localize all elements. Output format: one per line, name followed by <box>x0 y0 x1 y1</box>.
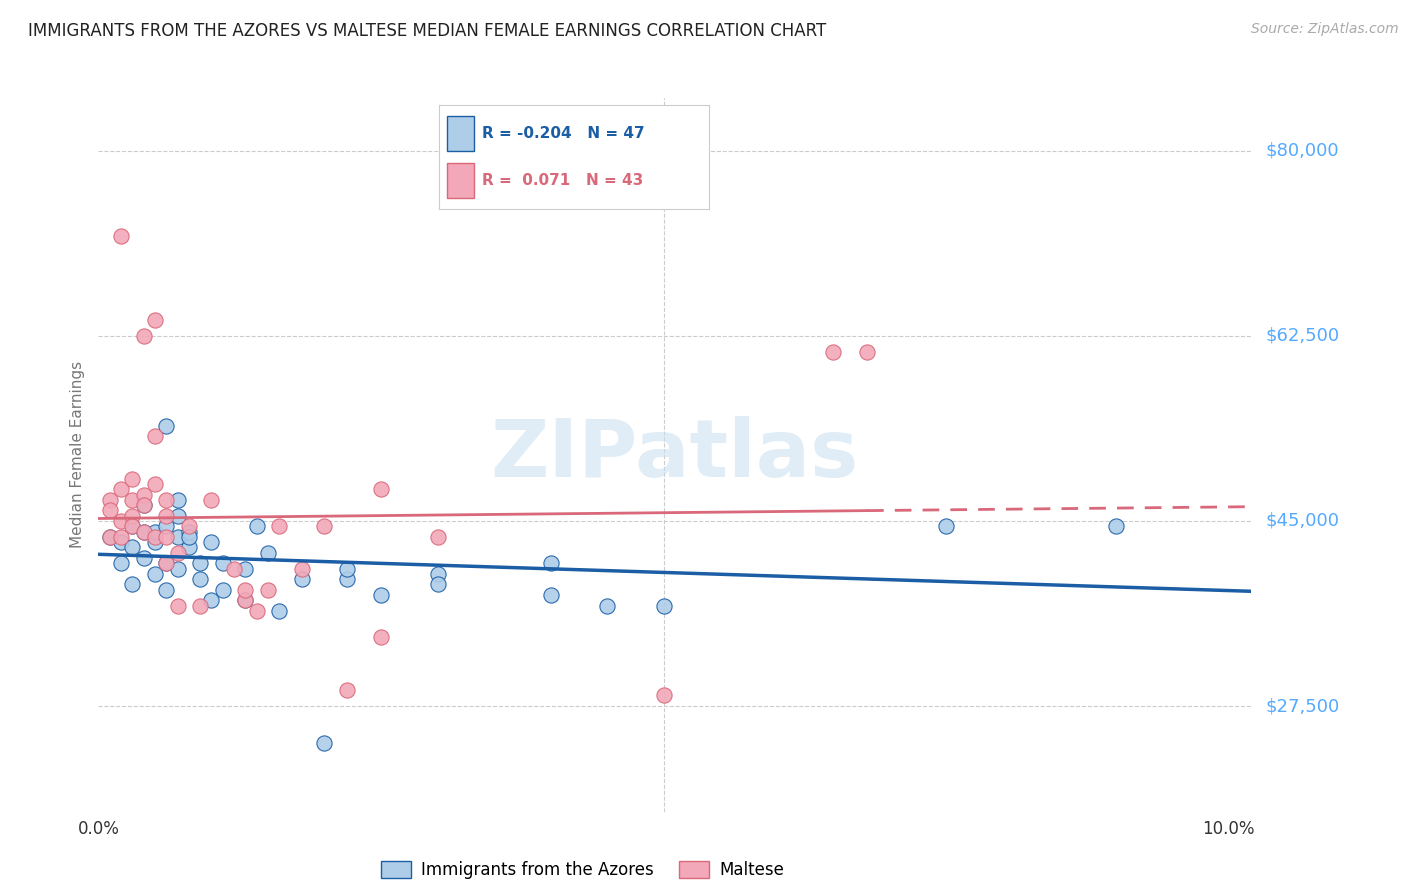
Point <box>291 561 314 575</box>
Text: Source: ZipAtlas.com: Source: ZipAtlas.com <box>1251 22 1399 37</box>
Point <box>336 683 359 698</box>
Point <box>188 599 211 613</box>
Text: ZIPatlas: ZIPatlas <box>491 416 859 494</box>
Point <box>121 577 143 591</box>
Point <box>188 556 211 570</box>
Point <box>426 566 449 581</box>
Point <box>177 524 200 539</box>
Point <box>98 530 121 544</box>
Point <box>155 556 177 570</box>
Point <box>121 519 143 533</box>
Point <box>856 344 879 359</box>
Point <box>121 472 143 486</box>
Point <box>336 572 359 586</box>
Point <box>132 524 155 539</box>
Y-axis label: Median Female Earnings: Median Female Earnings <box>69 361 84 549</box>
Point <box>177 541 200 555</box>
Point <box>235 561 257 575</box>
Point <box>177 530 200 544</box>
Point <box>1105 519 1128 533</box>
Point <box>426 530 449 544</box>
Point <box>370 483 392 497</box>
Point <box>336 561 359 575</box>
Point <box>155 530 177 544</box>
Point <box>246 519 269 533</box>
Point <box>370 588 392 602</box>
Point <box>540 588 562 602</box>
Point <box>132 329 155 343</box>
Point <box>110 228 132 243</box>
Point <box>155 508 177 523</box>
Point <box>98 503 121 517</box>
Point <box>823 344 845 359</box>
Point <box>132 487 155 501</box>
Point <box>222 561 245 575</box>
Point <box>155 582 177 597</box>
Point <box>155 519 177 533</box>
Text: $45,000: $45,000 <box>1265 512 1340 530</box>
Point <box>98 492 121 507</box>
Point <box>269 604 291 618</box>
Point <box>200 492 222 507</box>
Point <box>143 477 166 491</box>
Point <box>257 546 280 560</box>
Point <box>426 577 449 591</box>
Point <box>188 572 211 586</box>
Point <box>132 524 155 539</box>
Point <box>166 561 188 575</box>
Point <box>596 599 619 613</box>
Text: $62,500: $62,500 <box>1265 327 1340 345</box>
Point <box>155 556 177 570</box>
Text: $27,500: $27,500 <box>1265 697 1340 715</box>
Point <box>235 593 257 607</box>
Point <box>143 313 166 327</box>
Point <box>200 535 222 549</box>
Point <box>166 508 188 523</box>
Point <box>132 498 155 512</box>
Point <box>121 541 143 555</box>
Point <box>235 593 257 607</box>
Point <box>935 519 957 533</box>
Point <box>166 546 188 560</box>
Point <box>155 418 177 433</box>
Text: $80,000: $80,000 <box>1265 142 1339 160</box>
Point <box>177 519 200 533</box>
Point <box>291 572 314 586</box>
Point <box>246 604 269 618</box>
Point <box>211 582 233 597</box>
Point <box>235 582 257 597</box>
Point <box>143 429 166 443</box>
Point <box>143 535 166 549</box>
Point <box>155 492 177 507</box>
Point <box>143 566 166 581</box>
Point <box>143 530 166 544</box>
Point <box>121 492 143 507</box>
Point <box>166 492 188 507</box>
Point <box>540 556 562 570</box>
Point <box>110 530 132 544</box>
Point <box>257 582 280 597</box>
Point <box>314 519 336 533</box>
Point <box>143 524 166 539</box>
Legend: Immigrants from the Azores, Maltese: Immigrants from the Azores, Maltese <box>374 854 790 886</box>
Point <box>110 483 132 497</box>
Point <box>211 556 233 570</box>
Point <box>166 599 188 613</box>
Point <box>98 530 121 544</box>
Point <box>652 599 675 613</box>
Point <box>110 535 132 549</box>
Point <box>370 630 392 644</box>
Point <box>166 530 188 544</box>
Point <box>110 556 132 570</box>
Point <box>121 519 143 533</box>
Point <box>200 593 222 607</box>
Point <box>652 689 675 703</box>
Point <box>132 498 155 512</box>
Text: IMMIGRANTS FROM THE AZORES VS MALTESE MEDIAN FEMALE EARNINGS CORRELATION CHART: IMMIGRANTS FROM THE AZORES VS MALTESE ME… <box>28 22 827 40</box>
Point <box>110 514 132 528</box>
Point <box>132 551 155 566</box>
Point <box>269 519 291 533</box>
Point <box>121 508 143 523</box>
Point <box>314 736 336 750</box>
